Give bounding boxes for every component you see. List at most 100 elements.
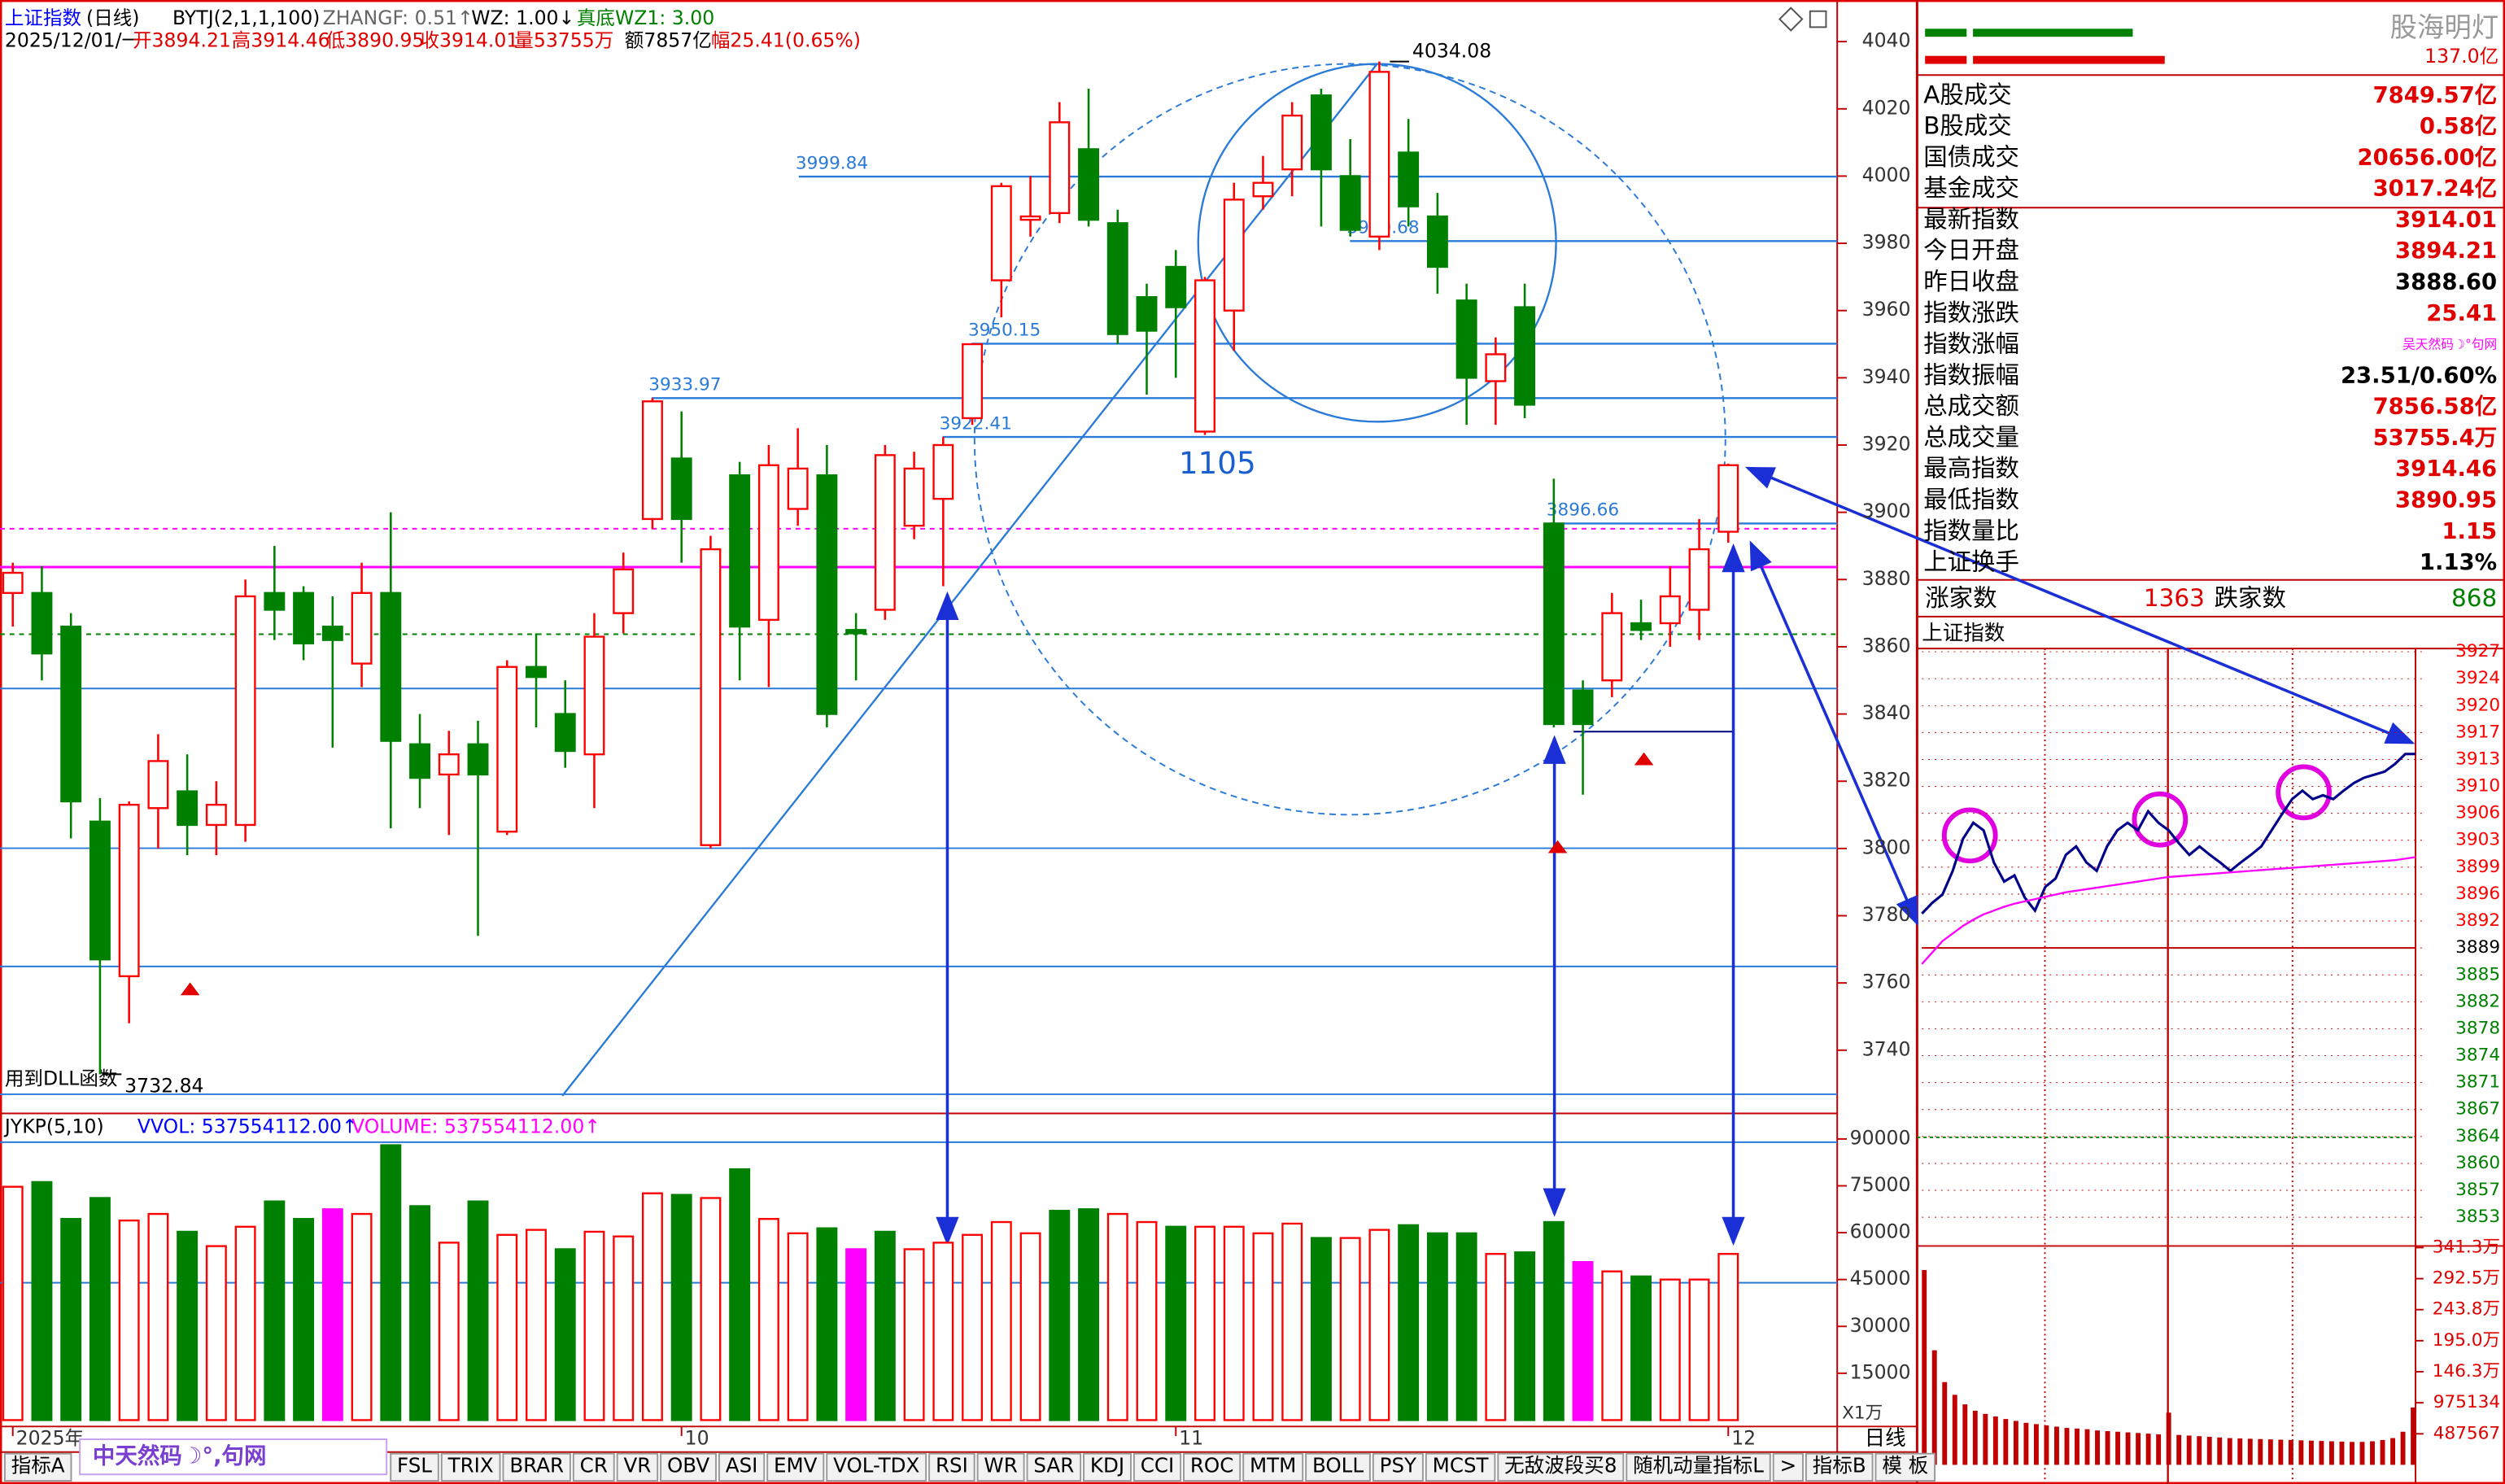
volume-bar: [1049, 1210, 1071, 1421]
dll-note: 用到DLL函数: [5, 1067, 118, 1090]
signals: [180, 752, 1654, 996]
volume-bar: [874, 1230, 896, 1421]
tab[interactable]: [502, 1452, 571, 1482]
tab-label[interactable]: WR: [984, 1453, 1017, 1477]
volume-bar: [2308, 1440, 2314, 1465]
tab[interactable]: [1425, 1452, 1496, 1482]
signal-triangle: [1634, 752, 1654, 766]
candle: [205, 781, 227, 856]
tab-label[interactable]: VR: [624, 1453, 652, 1477]
y-tick-label: 195.0万: [2433, 1330, 2500, 1351]
volume-bar: [2064, 1428, 2070, 1465]
volume-bar: [205, 1245, 227, 1421]
candle: [1426, 193, 1448, 295]
tab[interactable]: [1305, 1452, 1371, 1482]
tab[interactable]: [1242, 1452, 1304, 1482]
candle: [1601, 592, 1623, 697]
tab-label[interactable]: BRAR: [509, 1453, 564, 1477]
tab-label[interactable]: BOLL: [1312, 1453, 1364, 1477]
tab[interactable]: [976, 1452, 1025, 1482]
icon[interactable]: [1778, 7, 1804, 32]
tab-label[interactable]: ASI: [726, 1453, 758, 1477]
tab-label[interactable]: CR: [580, 1453, 608, 1477]
tab[interactable]: [1183, 1452, 1242, 1482]
candle-body: [757, 464, 779, 622]
tab-label[interactable]: 指标B: [1813, 1453, 1866, 1477]
volume-bar: [700, 1197, 722, 1421]
candle-body: [205, 803, 227, 827]
tab[interactable]: [1626, 1452, 1771, 1482]
indicator: BYTJ(2,1,1,100): [172, 7, 320, 29]
candle-body: [409, 743, 431, 779]
tab-label[interactable]: 指标A: [11, 1453, 65, 1477]
tab-label[interactable]: 模 板: [1882, 1453, 1928, 1477]
tab-label[interactable]: TRIX: [447, 1453, 494, 1477]
tab[interactable]: [1372, 1452, 1424, 1482]
y-tick-label: 146.3万: [2433, 1361, 2500, 1381]
stat-value: 25.41: [2426, 300, 2497, 326]
volume-bar: [2247, 1438, 2253, 1465]
tab[interactable]: [572, 1452, 615, 1482]
tab-label[interactable]: PSY: [1380, 1453, 1417, 1477]
tab-label[interactable]: MTM: [1250, 1453, 1296, 1477]
tab[interactable]: [3, 1452, 72, 1482]
tab-label[interactable]: KDJ: [1090, 1453, 1124, 1477]
gauge: [1925, 55, 1967, 64]
tab[interactable]: [1772, 1452, 1804, 1482]
candle-body: [31, 591, 53, 655]
y-tick-label: 3860: [1862, 634, 1911, 657]
tab[interactable]: [1874, 1452, 1936, 1482]
tab-label[interactable]: OBV: [667, 1453, 709, 1477]
tab[interactable]: [440, 1452, 501, 1482]
tab-label[interactable]: CCI: [1141, 1453, 1175, 1477]
volume-bar: [554, 1248, 576, 1421]
candle-body: [932, 443, 954, 500]
candle-body: [147, 760, 169, 810]
candle-body: [1630, 622, 1652, 631]
candle: [1688, 518, 1710, 640]
candle: [816, 445, 838, 728]
tab[interactable]: [766, 1452, 825, 1482]
tab[interactable]: [928, 1452, 975, 1482]
y-tick-label: 4000: [1862, 164, 1911, 186]
y-tick-label: 30000: [1850, 1314, 1911, 1337]
candle: [1398, 119, 1420, 227]
stat-value: 23.51/0.60%: [2341, 362, 2497, 388]
y-tick-label: 60000: [1850, 1220, 1911, 1243]
volume-bar: [2176, 1434, 2182, 1465]
y-tick-label: 3903: [2455, 830, 2500, 850]
tab-label[interactable]: VOL-TDX: [833, 1453, 919, 1477]
tab[interactable]: [1026, 1452, 1082, 1482]
tab-label[interactable]: ROC: [1190, 1453, 1233, 1477]
tab-label[interactable]: 无敌波段买8: [1504, 1453, 1617, 1477]
tab[interactable]: [826, 1452, 927, 1482]
y-tick-label: 3882: [2455, 991, 2500, 1011]
tab-label[interactable]: >: [1780, 1453, 1797, 1477]
icon[interactable]: [1809, 10, 1827, 28]
tab-label[interactable]: SAR: [1033, 1453, 1074, 1477]
tab-label[interactable]: MCST: [1433, 1453, 1490, 1477]
candle: [1717, 463, 1739, 543]
price-line: [1921, 753, 2416, 915]
tab[interactable]: [1132, 1452, 1182, 1482]
period-button[interactable]: 日线: [1865, 1426, 1906, 1451]
tab-label[interactable]: RSI: [936, 1453, 968, 1477]
tab[interactable]: [1497, 1452, 1625, 1482]
tab[interactable]: [1805, 1452, 1874, 1482]
tab-label[interactable]: FSL: [397, 1453, 432, 1477]
watermark-box: [79, 1438, 388, 1476]
volume-bar: [1165, 1225, 1187, 1421]
candle: [757, 445, 779, 687]
tab[interactable]: [390, 1452, 439, 1482]
tab[interactable]: [616, 1452, 659, 1482]
candle: [962, 343, 984, 426]
candle: [1078, 88, 1099, 227]
tab[interactable]: [660, 1452, 717, 1482]
tab-label[interactable]: EMV: [774, 1453, 818, 1477]
tab[interactable]: [1083, 1452, 1132, 1482]
candle-body: [613, 568, 635, 614]
candle: [321, 596, 343, 748]
volume-bar: [2084, 1429, 2090, 1465]
tab-label[interactable]: 随机动量指标L: [1633, 1453, 1764, 1477]
tab[interactable]: [718, 1452, 766, 1482]
